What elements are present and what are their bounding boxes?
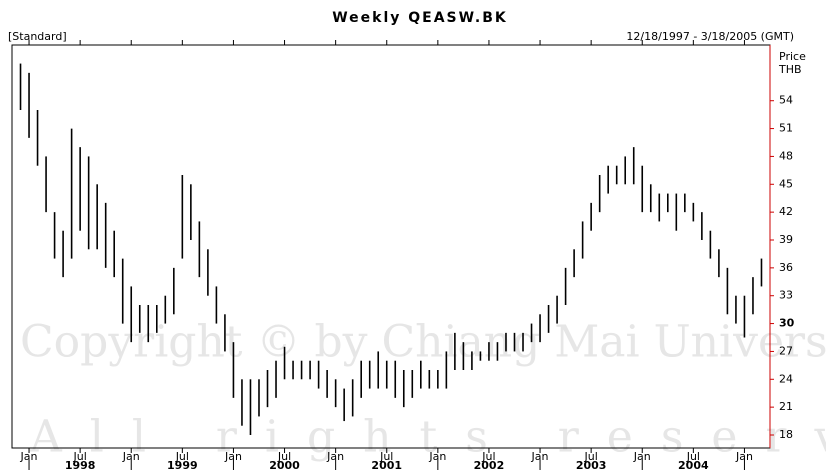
- watermark: Copyright © by Chiang Mai University: [20, 317, 826, 368]
- x-tick-label: Jul: [481, 450, 495, 463]
- x-tick-label: Jan: [122, 450, 140, 463]
- y-tick-label: 51: [779, 122, 793, 135]
- x-tick-label: Jul: [175, 450, 189, 463]
- x-tick-label: Jan: [531, 450, 549, 463]
- x-tick-label: Jul: [72, 450, 86, 463]
- y-tick-label: 24: [779, 372, 793, 385]
- x-tick-label: Jan: [20, 450, 38, 463]
- x-tick-label: Jan: [633, 450, 651, 463]
- year-label: 2001: [371, 459, 402, 472]
- y-tick-label: 48: [779, 149, 793, 162]
- year-label: 1999: [167, 459, 198, 472]
- y-tick-label: 33: [779, 289, 793, 302]
- x-tick-label: Jan: [224, 450, 242, 463]
- x-tick-label: Jul: [277, 450, 291, 463]
- x-tick-label: Jul: [379, 450, 393, 463]
- y-axis-label: THB: [778, 63, 802, 76]
- x-tick-label: Jan: [428, 450, 446, 463]
- y-tick-label: 27: [779, 344, 793, 357]
- x-tick-label: Jan: [735, 450, 753, 463]
- year-label: 2004: [678, 459, 709, 472]
- y-tick-label: 18: [779, 428, 793, 441]
- year-label: 2002: [474, 459, 505, 472]
- y-axis-label: Price: [779, 50, 806, 63]
- x-tick-label: Jul: [584, 450, 598, 463]
- y-tick-label: 36: [779, 261, 793, 274]
- y-tick-label: 42: [779, 205, 793, 218]
- x-tick-label: Jan: [326, 450, 344, 463]
- year-label: 1998: [65, 459, 96, 472]
- plot-frame: [11, 44, 771, 449]
- year-label: 2000: [269, 459, 300, 472]
- watermark: All rights reserved: [29, 412, 826, 463]
- style-label: [Standard]: [8, 30, 67, 43]
- y-tick-label: 30: [779, 317, 795, 330]
- subtitle: 12/18/1997 - 3/18/2005 (GMT): [626, 30, 794, 43]
- y-tick-label: 54: [779, 94, 793, 107]
- year-label: 2003: [576, 459, 607, 472]
- y-tick-label: 45: [779, 177, 793, 190]
- chart-title: Weekly QEASW.BK: [332, 10, 508, 26]
- x-tick-label: Jul: [686, 450, 700, 463]
- y-tick-label: 21: [779, 400, 793, 413]
- y-tick-label: 39: [779, 233, 793, 246]
